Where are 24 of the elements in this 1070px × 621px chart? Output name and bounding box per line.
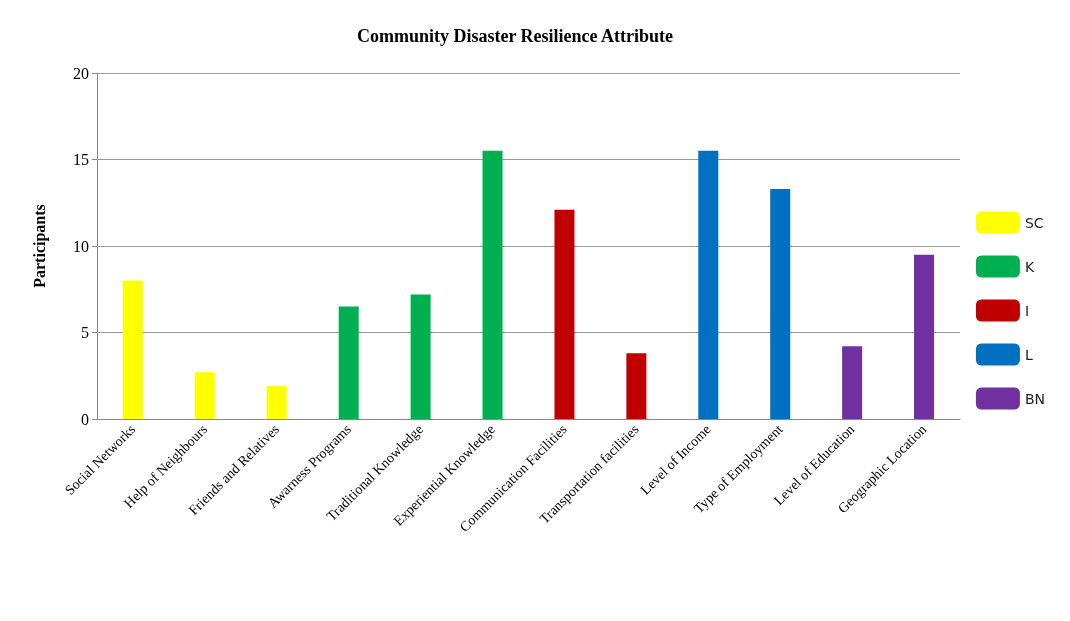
bar bbox=[842, 346, 863, 419]
chart-title: Community Disaster Resilience Attribute bbox=[356, 26, 674, 46]
bar bbox=[554, 209, 575, 419]
bar bbox=[122, 280, 143, 419]
bar bbox=[482, 150, 503, 419]
legend-label: I bbox=[1024, 302, 1030, 319]
bar bbox=[410, 294, 431, 419]
legend-label: L bbox=[1024, 346, 1033, 363]
y-axis-title: Participants bbox=[30, 204, 49, 288]
bar bbox=[914, 254, 935, 419]
bar bbox=[770, 188, 791, 419]
legend-label: BN bbox=[1024, 390, 1045, 407]
y-tick-label: 10 bbox=[73, 237, 89, 255]
y-tick-label: 5 bbox=[81, 324, 89, 341]
legend-label: K bbox=[1024, 258, 1035, 275]
legend-label: SC bbox=[1024, 214, 1044, 231]
bar bbox=[698, 150, 719, 419]
y-tick-label: 15 bbox=[73, 151, 89, 168]
bar bbox=[626, 353, 647, 419]
bar bbox=[194, 372, 215, 419]
bar bbox=[266, 386, 287, 419]
y-tick-label: 20 bbox=[73, 64, 89, 82]
y-tick-label: 0 bbox=[81, 410, 89, 428]
bar bbox=[338, 306, 359, 419]
